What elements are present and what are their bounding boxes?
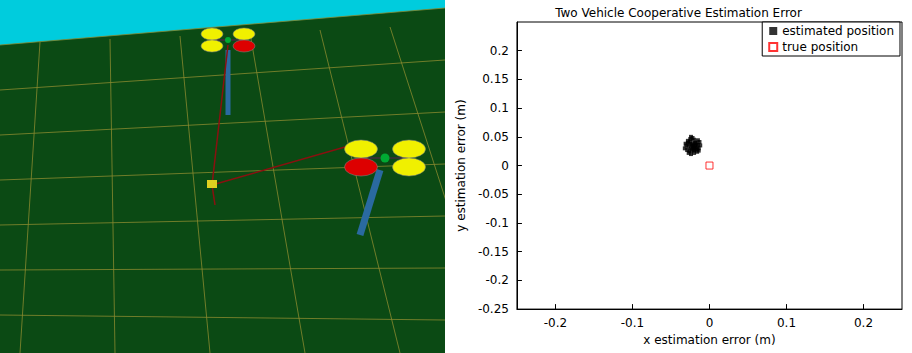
svg-text:true position: true position [782, 40, 858, 54]
svg-text:0: 0 [501, 159, 509, 173]
svg-text:0.2: 0.2 [854, 316, 873, 330]
svg-text:0.1: 0.1 [777, 316, 796, 330]
svg-text:-0.1: -0.1 [621, 316, 644, 330]
svg-text:Two Vehicle Cooperative Estima: Two Vehicle Cooperative Estimation Error [554, 6, 802, 20]
svg-text:0.15: 0.15 [482, 72, 509, 86]
svg-text:-0.25: -0.25 [478, 302, 509, 316]
svg-text:-0.05: -0.05 [478, 187, 509, 201]
svg-text:-0.2: -0.2 [486, 273, 509, 287]
svg-text:estimated position: estimated position [782, 24, 894, 38]
svg-text:-0.15: -0.15 [478, 245, 509, 259]
svg-text:-0.1: -0.1 [486, 216, 509, 230]
svg-text:y estimation error (m): y estimation error (m) [454, 99, 468, 231]
svg-text:0.2: 0.2 [490, 44, 509, 58]
svg-text:0.05: 0.05 [482, 130, 509, 144]
svg-text:x estimation error (m): x estimation error (m) [643, 333, 775, 347]
svg-text:0.1: 0.1 [490, 101, 509, 115]
svg-text:0: 0 [706, 316, 714, 330]
svg-text:-0.2: -0.2 [544, 316, 567, 330]
